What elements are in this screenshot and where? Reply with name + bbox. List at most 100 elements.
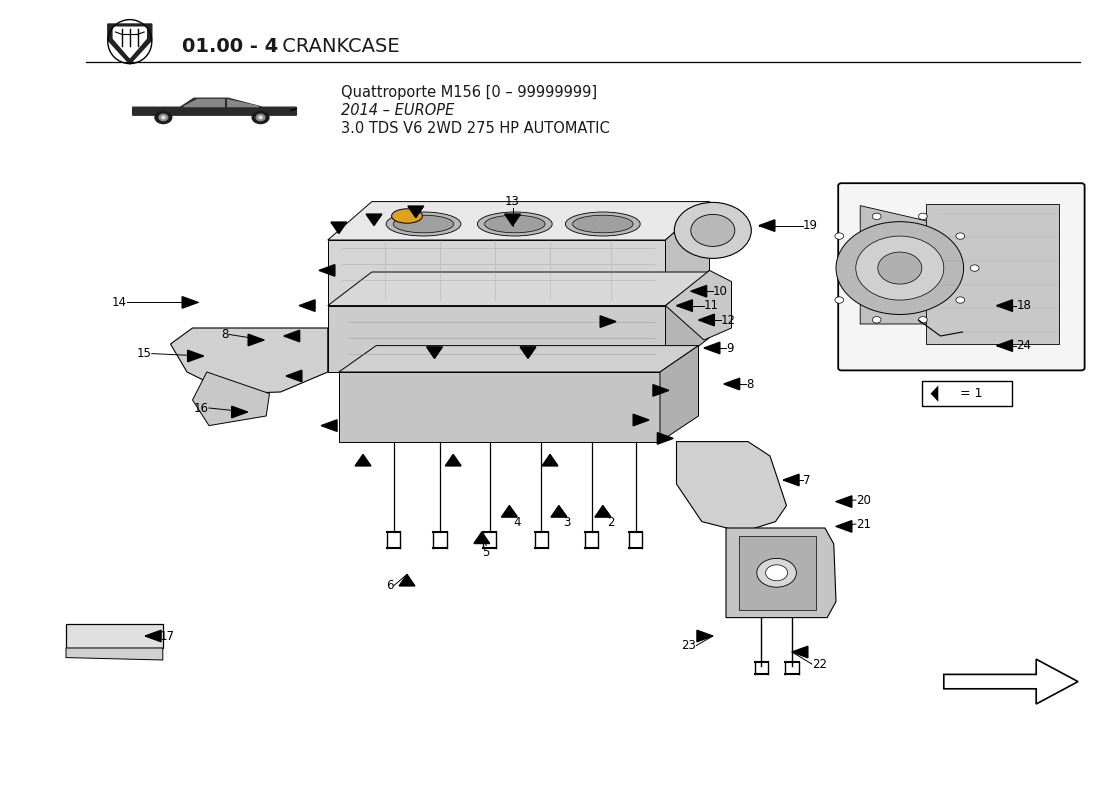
Polygon shape — [926, 204, 1059, 344]
Polygon shape — [170, 328, 328, 394]
Circle shape — [918, 317, 927, 323]
Ellipse shape — [477, 212, 552, 236]
Text: Quattroporte M156 [0 – 99999999]: Quattroporte M156 [0 – 99999999] — [341, 85, 597, 99]
Polygon shape — [653, 385, 669, 396]
Polygon shape — [108, 24, 152, 64]
Text: 13: 13 — [505, 195, 520, 208]
Ellipse shape — [386, 212, 461, 236]
Polygon shape — [997, 340, 1012, 351]
Text: 6: 6 — [386, 579, 394, 592]
Circle shape — [162, 116, 165, 118]
Polygon shape — [355, 454, 371, 466]
Circle shape — [835, 233, 844, 239]
Polygon shape — [836, 521, 851, 532]
Polygon shape — [666, 272, 710, 372]
Circle shape — [691, 214, 735, 246]
Ellipse shape — [392, 209, 422, 223]
Polygon shape — [666, 202, 710, 306]
Polygon shape — [759, 220, 774, 231]
Polygon shape — [145, 630, 161, 642]
Polygon shape — [520, 347, 536, 358]
Text: 16: 16 — [194, 402, 209, 414]
Polygon shape — [601, 316, 616, 327]
Polygon shape — [427, 347, 442, 358]
Text: 3.0 TDS V6 2WD 275 HP AUTOMATIC: 3.0 TDS V6 2WD 275 HP AUTOMATIC — [341, 122, 609, 136]
Polygon shape — [783, 474, 799, 486]
Polygon shape — [676, 442, 786, 532]
FancyBboxPatch shape — [922, 381, 1012, 406]
Text: 14: 14 — [111, 296, 126, 309]
Circle shape — [757, 558, 796, 587]
Polygon shape — [792, 646, 807, 658]
Text: 4: 4 — [514, 516, 520, 529]
Polygon shape — [133, 98, 296, 115]
Polygon shape — [328, 306, 666, 372]
Polygon shape — [408, 206, 424, 218]
Text: CRANKCASE: CRANKCASE — [275, 37, 399, 56]
Circle shape — [160, 114, 168, 121]
Polygon shape — [542, 454, 558, 466]
Text: = 1: = 1 — [960, 387, 982, 400]
Text: 20: 20 — [856, 494, 871, 506]
Polygon shape — [328, 240, 666, 306]
Polygon shape — [997, 300, 1012, 311]
Text: 15: 15 — [136, 347, 152, 360]
Polygon shape — [299, 300, 315, 311]
Circle shape — [835, 297, 844, 303]
Text: 2014 – EUROPE: 2014 – EUROPE — [341, 103, 454, 118]
Polygon shape — [66, 648, 163, 660]
Ellipse shape — [394, 215, 453, 233]
Polygon shape — [113, 27, 146, 58]
Circle shape — [956, 297, 965, 303]
Polygon shape — [339, 346, 698, 372]
Text: 19: 19 — [803, 219, 818, 232]
Circle shape — [766, 565, 788, 581]
Text: 24: 24 — [1016, 339, 1032, 352]
Text: 3: 3 — [563, 516, 570, 529]
Text: 17: 17 — [160, 630, 175, 642]
Ellipse shape — [573, 215, 634, 233]
Text: 5: 5 — [483, 546, 490, 558]
Text: 8: 8 — [221, 328, 229, 341]
Polygon shape — [697, 630, 713, 642]
Circle shape — [956, 233, 965, 239]
Polygon shape — [184, 99, 258, 106]
Polygon shape — [666, 270, 732, 340]
Polygon shape — [249, 334, 264, 346]
Polygon shape — [698, 314, 714, 326]
Polygon shape — [944, 659, 1078, 704]
Text: 11: 11 — [704, 299, 719, 312]
Circle shape — [155, 111, 172, 123]
Polygon shape — [836, 496, 851, 507]
Text: 01.00 - 4: 01.00 - 4 — [182, 37, 277, 56]
Text: 10: 10 — [713, 285, 728, 298]
Circle shape — [878, 252, 922, 284]
Polygon shape — [860, 206, 940, 332]
Polygon shape — [474, 532, 490, 543]
Polygon shape — [339, 372, 660, 442]
Polygon shape — [232, 406, 248, 418]
Polygon shape — [286, 370, 301, 382]
Polygon shape — [331, 222, 346, 234]
Polygon shape — [931, 386, 938, 402]
Polygon shape — [366, 214, 382, 226]
Polygon shape — [658, 433, 673, 444]
Text: 23: 23 — [681, 639, 696, 652]
Text: 12: 12 — [720, 314, 736, 326]
Circle shape — [836, 222, 964, 314]
Polygon shape — [739, 536, 816, 610]
Polygon shape — [726, 528, 836, 618]
Circle shape — [970, 265, 979, 271]
Text: 21: 21 — [856, 518, 871, 530]
Circle shape — [258, 116, 262, 118]
Polygon shape — [724, 378, 739, 390]
Polygon shape — [284, 330, 299, 342]
Circle shape — [918, 213, 927, 219]
Polygon shape — [328, 202, 710, 240]
Text: 18: 18 — [1016, 299, 1032, 312]
Circle shape — [256, 114, 265, 121]
Circle shape — [674, 202, 751, 258]
Polygon shape — [595, 506, 610, 517]
Text: 22: 22 — [812, 658, 827, 670]
Polygon shape — [446, 454, 461, 466]
